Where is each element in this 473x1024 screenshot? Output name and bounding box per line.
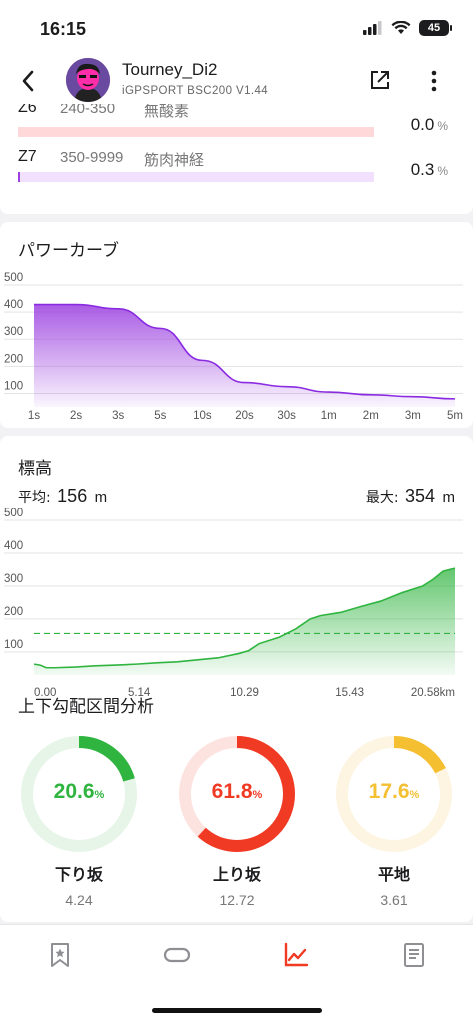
power-line: [34, 303, 456, 400]
status-bar: 16:15 45: [0, 0, 473, 58]
gauge-value: 20.6%: [53, 780, 105, 803]
gauge-arc: [336, 736, 452, 852]
gauge-flat: 17.6% 平地 3.61: [334, 734, 454, 914]
zone-range: 240-350: [60, 100, 116, 117]
x-tick-label: 15.43: [335, 687, 364, 699]
elevation-average: 平均: 156 m: [18, 486, 107, 507]
gauge-label: 下り坂: [54, 865, 103, 884]
elevation-line: [33, 567, 456, 669]
status-icons: 45: [363, 20, 452, 36]
x-tick-label: 10s: [193, 410, 212, 422]
zone-bar: [18, 127, 374, 137]
back-button[interactable]: [18, 68, 38, 94]
x-tick-label: 5m: [447, 410, 463, 422]
elevation-max: 最大: 354 m: [366, 486, 455, 507]
trend-chart-icon[interactable]: [282, 941, 310, 969]
gauge-downhill: 20.6% 下り坂 4.24: [19, 734, 139, 914]
gauge-ring: [179, 736, 295, 852]
power-area: [34, 304, 455, 407]
gauge-arc: [179, 736, 295, 852]
x-tick-label: 3s: [112, 410, 124, 422]
x-tick-label: 5s: [154, 410, 166, 422]
gauge-sub: 12.72: [219, 892, 255, 908]
zone-bar: [18, 172, 374, 182]
elevation-area: [34, 568, 455, 675]
zone-bar-fill: [18, 172, 21, 182]
average-label: 平均:: [18, 490, 51, 506]
zone-range: 350-9999: [60, 149, 124, 166]
app-header: Tourney_Di2 iGPSPORT BSC200 V1.44: [0, 58, 473, 104]
device-name: iGPSPORT BSC200 V1.44: [122, 85, 269, 97]
more-button[interactable]: [424, 68, 444, 94]
status-time: 16:15: [40, 19, 87, 39]
battery-icon: 45: [419, 20, 452, 36]
tab-bar: [0, 924, 473, 1024]
power-curve-card: パワーカーブ 100 200 300 400 500 1s 2s 3s 5s 10s 20s 30s 1…: [0, 222, 473, 428]
power-curve-chart: 100 200 300 400 500 1s 2s 3s 5s 10s 20s 30s 1m 2m 3m 5m: [4, 272, 463, 422]
elevation-chart: 100 200 300 400 500 0.00 5.14 10.29 15.43 20.58km: [4, 508, 463, 699]
x-tick-label: 30s: [277, 410, 296, 422]
max-value: 354: [405, 486, 436, 506]
x-tick-label: 1s: [28, 410, 40, 422]
gauge-label: 上り坂: [212, 865, 261, 884]
max-unit: m: [442, 489, 456, 506]
y-tick-label: 300: [4, 573, 23, 585]
gauge-value: 61.8%: [211, 780, 263, 803]
max-label: 最大:: [365, 490, 399, 506]
x-tick-label: 5.14: [128, 687, 151, 699]
share-button[interactable]: [368, 68, 392, 92]
y-tick-label: 300: [4, 326, 23, 338]
y-tick-label: 200: [4, 606, 23, 618]
signal-icon: [363, 21, 382, 35]
average-unit: m: [94, 489, 108, 506]
gauge-sub: 3.61: [380, 892, 408, 908]
gauge-arc: [21, 736, 137, 852]
x-tick-label: 1m: [321, 410, 337, 422]
zone-percent: 0.0%: [410, 115, 448, 134]
y-tick-label: 100: [4, 380, 23, 392]
power-curve-title: パワーカーブ: [18, 241, 119, 261]
x-tick-label: 20s: [235, 410, 254, 422]
y-tick-label: 100: [4, 639, 23, 651]
avatar[interactable]: [66, 58, 110, 102]
gauge-uphill: 61.8% 上り坂 12.72: [177, 734, 297, 914]
home-indicator: [152, 1008, 322, 1013]
gauge-sub: 4.24: [65, 892, 93, 908]
zone-name: Z7: [18, 148, 37, 165]
zones-card: Z6 240-350 無酸素 0.0% Z7 350-9999 筋肉神経 0.3…: [0, 96, 473, 214]
zone-label: 無酸素: [144, 102, 190, 120]
bookmark-star-icon[interactable]: [46, 941, 74, 969]
y-tick-label: 500: [4, 272, 23, 284]
y-tick-label: 400: [4, 540, 23, 552]
gauge-label: 平地: [377, 865, 410, 884]
x-tick-label: 2s: [70, 410, 82, 422]
y-tick-label: 400: [4, 299, 23, 311]
y-tick-label: 200: [4, 353, 23, 365]
average-value: 156: [57, 486, 88, 506]
zone-label: 筋肉神経: [144, 151, 205, 169]
x-tick-label: 20.58km: [411, 687, 455, 699]
username: Tourney_Di2: [122, 60, 218, 79]
avatar-image: [66, 58, 110, 102]
gradient-title: 上下勾配区間分析: [18, 697, 154, 717]
zone-percent: 0.3%: [410, 160, 448, 179]
x-tick-label: 10.29: [230, 687, 259, 699]
gauge-ring: [336, 736, 452, 852]
wifi-icon: [391, 21, 411, 34]
link-icon[interactable]: [163, 941, 191, 969]
document-icon[interactable]: [400, 941, 428, 969]
gauge-value: 17.6%: [368, 780, 420, 803]
elevation-title: 標高: [18, 459, 52, 479]
x-tick-label: 0.00: [34, 687, 56, 699]
x-tick-label: 3m: [405, 410, 421, 422]
x-tick-label: 2m: [363, 410, 379, 422]
gauge-ring: [21, 736, 137, 852]
elevation-card: 標高 平均: 156 m 最大: 354 m 100 200 300 400 500 0.…: [0, 436, 473, 922]
y-tick-label: 500: [4, 508, 23, 519]
